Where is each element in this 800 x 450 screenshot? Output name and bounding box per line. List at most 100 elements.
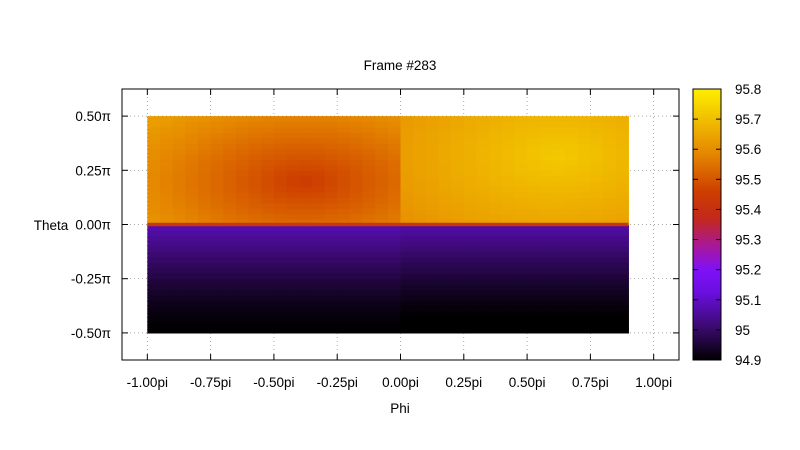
heatmap-cell: [185, 305, 199, 312]
heatmap-cell: [299, 284, 313, 291]
heatmap-cell: [565, 148, 579, 155]
x-tick-label: -0.75pi: [190, 375, 231, 390]
heatmap-cell: [565, 175, 579, 182]
heatmap-cell: [438, 137, 452, 144]
heatmap-cell: [425, 148, 440, 155]
heatmap-cell: [527, 311, 541, 318]
heatmap-cell: [147, 322, 161, 329]
heatmap-cell: [590, 251, 604, 258]
heatmap-cell: [615, 213, 629, 220]
heatmap-cell: [159, 240, 174, 247]
heatmap-cell: [413, 186, 427, 193]
heatmap-cell: [451, 262, 465, 269]
heatmap-cell: [413, 294, 427, 301]
heatmap-cell: [311, 251, 326, 258]
heatmap-cell: [362, 246, 376, 253]
heatmap-cell: [501, 148, 516, 155]
heatmap-cell: [362, 132, 376, 139]
heatmap-cell: [299, 143, 313, 150]
heatmap-cell: [476, 284, 490, 291]
heatmap-cell: [261, 300, 275, 307]
heatmap-cell: [159, 202, 174, 209]
colorbar-tick-label: 95: [735, 323, 750, 338]
heatmap-cell: [324, 175, 338, 182]
heatmap-cell: [501, 186, 516, 193]
heatmap-cell: [552, 262, 566, 269]
heatmap-cell: [159, 229, 174, 236]
y-tick-label: 0.50π: [75, 109, 111, 124]
heatmap-cell: [362, 229, 376, 236]
heatmap-cell: [565, 235, 579, 242]
heatmap-cell: [476, 181, 490, 188]
heatmap-cell: [463, 191, 478, 198]
heatmap-cell: [337, 219, 351, 226]
heatmap-cell: [565, 154, 579, 161]
heatmap-cell: [261, 164, 275, 171]
heatmap-cell: [172, 181, 186, 188]
heatmap-cell: [552, 300, 566, 307]
heatmap-cell: [514, 262, 528, 269]
heatmap-cell: [185, 251, 199, 258]
heatmap-cell: [438, 132, 452, 139]
heatmap-cell: [324, 116, 338, 123]
heatmap-cell: [235, 300, 250, 307]
heatmap-cell: [489, 246, 503, 253]
heatmap-cell: [425, 284, 440, 291]
heatmap-cell: [197, 219, 212, 226]
heatmap-cell: [210, 327, 224, 334]
x-tick-label: 0.75pi: [572, 375, 609, 390]
heatmap-cell: [159, 148, 174, 155]
heatmap-cell: [463, 164, 478, 171]
heatmap-cell: [197, 170, 212, 177]
heatmap-cell: [603, 322, 617, 329]
heatmap-cell: [261, 132, 275, 139]
heatmap-cell: [299, 159, 313, 166]
heatmap-cell: [362, 202, 376, 209]
heatmap-cell: [324, 289, 338, 296]
heatmap-cell: [362, 186, 376, 193]
heatmap-cell: [425, 224, 440, 231]
heatmap-cell: [489, 327, 503, 334]
heatmap-cell: [387, 278, 402, 285]
heatmap-cell: [172, 137, 186, 144]
heatmap-cell: [337, 159, 351, 166]
heatmap-cell: [324, 213, 338, 220]
heatmap-cell: [375, 181, 389, 188]
heatmap-cell: [375, 240, 389, 247]
heatmap-cell: [603, 132, 617, 139]
heatmap-cell: [172, 197, 186, 204]
heatmap-cell: [210, 175, 224, 182]
heatmap-cell: [590, 267, 604, 274]
heatmap-cell: [197, 251, 212, 258]
heatmap-cell: [349, 235, 364, 242]
heatmap-cell: [299, 202, 313, 209]
heatmap-cell: [615, 121, 629, 128]
heatmap-cell: [539, 294, 554, 301]
heatmap-cell: [159, 311, 174, 318]
heatmap-cell: [172, 251, 186, 258]
heatmap-cell: [387, 311, 402, 318]
heatmap-cell: [261, 159, 275, 166]
heatmap-cell: [286, 175, 300, 182]
heatmap-cell: [501, 170, 516, 177]
heatmap-cell: [248, 327, 262, 334]
heatmap-cell: [577, 208, 591, 215]
heatmap-cell: [413, 143, 427, 150]
heatmap-cell: [235, 311, 250, 318]
heatmap-cell: [387, 191, 402, 198]
heatmap-cell: [463, 322, 478, 329]
heatmap-cell: [387, 208, 402, 215]
heatmap-cell: [337, 235, 351, 242]
heatmap-cell: [261, 273, 275, 280]
heatmap-cell: [476, 289, 490, 296]
heatmap-cell: [286, 322, 300, 329]
heatmap-cell: [413, 235, 427, 242]
heatmap-cell: [185, 229, 199, 236]
heatmap-cell: [413, 219, 427, 226]
heatmap-cell: [349, 191, 364, 198]
heatmap-cell: [489, 154, 503, 161]
heatmap-cell: [197, 197, 212, 204]
heatmap-cell: [311, 164, 326, 171]
heatmap-cell: [324, 322, 338, 329]
heatmap-cell: [337, 257, 351, 264]
